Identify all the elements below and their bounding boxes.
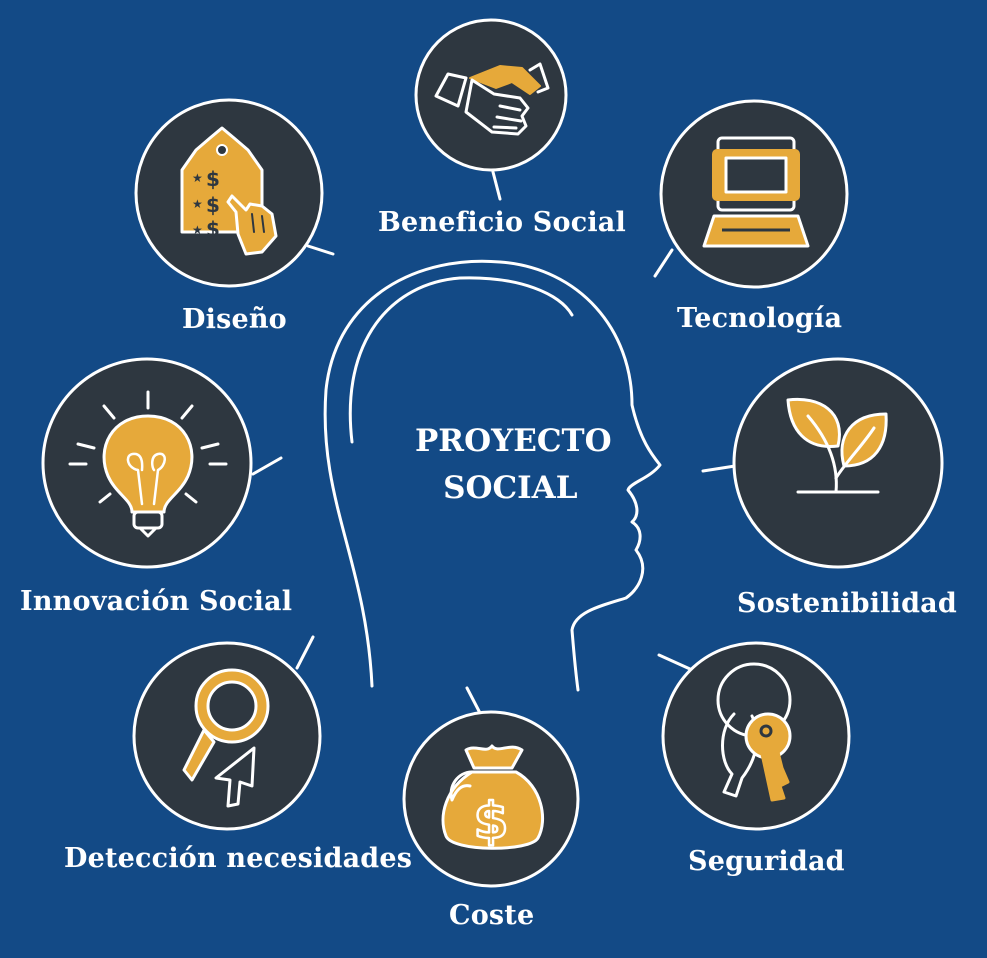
label-tecnologia: Tecnología [677, 303, 843, 334]
svg-text:★: ★ [192, 223, 203, 237]
svg-text:$: $ [206, 167, 220, 191]
lightbulb-icon [68, 390, 228, 538]
svg-text:$: $ [206, 217, 220, 241]
label-beneficio-social: Beneficio Social [378, 207, 626, 238]
head-silhouette [323, 259, 662, 692]
connector-lines [251, 170, 737, 715]
svg-text:★: ★ [192, 171, 203, 185]
computer-icon [702, 136, 810, 248]
connector-tecnologia [653, 248, 674, 278]
price-tag-icon: ★ $ ★ $ ★ $ [180, 126, 278, 256]
circle-sostenibilidad [732, 357, 944, 569]
label-coste: Coste [449, 900, 535, 931]
svg-text:★: ★ [192, 197, 203, 211]
center-title: PROYECTO SOCIAL [415, 418, 612, 511]
connector-diseno [306, 244, 335, 256]
svg-text:$: $ [474, 792, 509, 850]
center-title-line1: PROYECTO [415, 423, 612, 459]
connector-innovacion [251, 456, 283, 476]
circle-beneficio [414, 18, 568, 172]
label-diseno: Diseño [182, 304, 287, 335]
label-seguridad: Seguridad [688, 846, 845, 877]
label-deteccion-necesidades: Detección necesidades [64, 843, 413, 874]
connector-sostenibilidad [701, 464, 737, 473]
center-title-line2: SOCIAL [443, 469, 578, 506]
magnifier-icon [182, 668, 270, 808]
connector-deteccion [295, 635, 315, 670]
connector-seguridad [657, 653, 692, 671]
keys-icon [716, 662, 792, 802]
sprout-icon [786, 397, 888, 494]
node-circles [41, 18, 944, 888]
handshake-icon [434, 62, 550, 136]
money-bag-icon: $ [441, 744, 545, 851]
connector-coste [465, 686, 482, 715]
label-innovacion-social: Innovación Social [20, 586, 293, 617]
svg-text:$: $ [206, 193, 220, 217]
label-sostenibilidad: Sostenibilidad [737, 588, 957, 619]
connector-beneficio [491, 170, 502, 201]
